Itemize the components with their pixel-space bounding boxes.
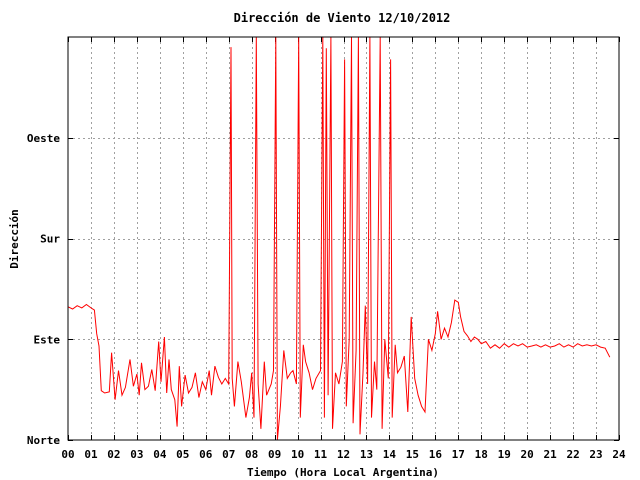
- y-tick-label: Norte: [27, 434, 60, 447]
- x-tick-label: 00: [61, 448, 74, 461]
- y-axis-label: Dirección: [8, 209, 21, 269]
- x-tick-label: 22: [566, 448, 579, 461]
- x-tick-label: 15: [406, 448, 419, 461]
- y-tick-label: Este: [34, 333, 61, 346]
- x-tick-label: 14: [383, 448, 397, 461]
- plot-frame: [67, 36, 620, 441]
- x-tick-label: 12: [337, 448, 350, 461]
- x-tick-label: 09: [268, 448, 281, 461]
- x-tick-label: 06: [199, 448, 213, 461]
- x-tick-labels: 00 01 02 03 04 05 06 07 08 09 10 11 12 13 14 15 16 17 18 19…: [61, 448, 626, 461]
- x-tick-label: 19: [498, 448, 511, 461]
- y-tick-label: Oeste: [27, 132, 60, 145]
- x-tick-label: 16: [429, 448, 443, 461]
- y-tick-labels: Norte Este Sur Oeste: [27, 132, 60, 447]
- x-axis-label: Tiempo (Hora Local Argentina): [247, 466, 439, 479]
- y-tick-label: Sur: [40, 233, 60, 246]
- x-tick-label: 17: [452, 448, 465, 461]
- x-tick-label: 08: [245, 448, 258, 461]
- x-tick-label: 01: [84, 448, 98, 461]
- x-tick-label: 18: [475, 448, 488, 461]
- x-tick-label: 11: [314, 448, 328, 461]
- x-tick-label: 20: [521, 448, 534, 461]
- x-tick-label: 24: [612, 448, 626, 461]
- x-tick-label: 03: [130, 448, 143, 461]
- series-line-wind-direction: [67, 36, 611, 441]
- x-tick-label: 13: [360, 448, 373, 461]
- x-tick-label: 10: [291, 448, 304, 461]
- x-tick-label: 21: [544, 448, 558, 461]
- x-tick-label: 05: [176, 448, 189, 461]
- x-tick-label: 07: [222, 448, 235, 461]
- chart-title: Dirección de Viento 12/10/2012: [234, 11, 451, 25]
- x-tick-label: 23: [589, 448, 602, 461]
- x-tick-label: 02: [107, 448, 120, 461]
- x-tick-label: 04: [153, 448, 167, 461]
